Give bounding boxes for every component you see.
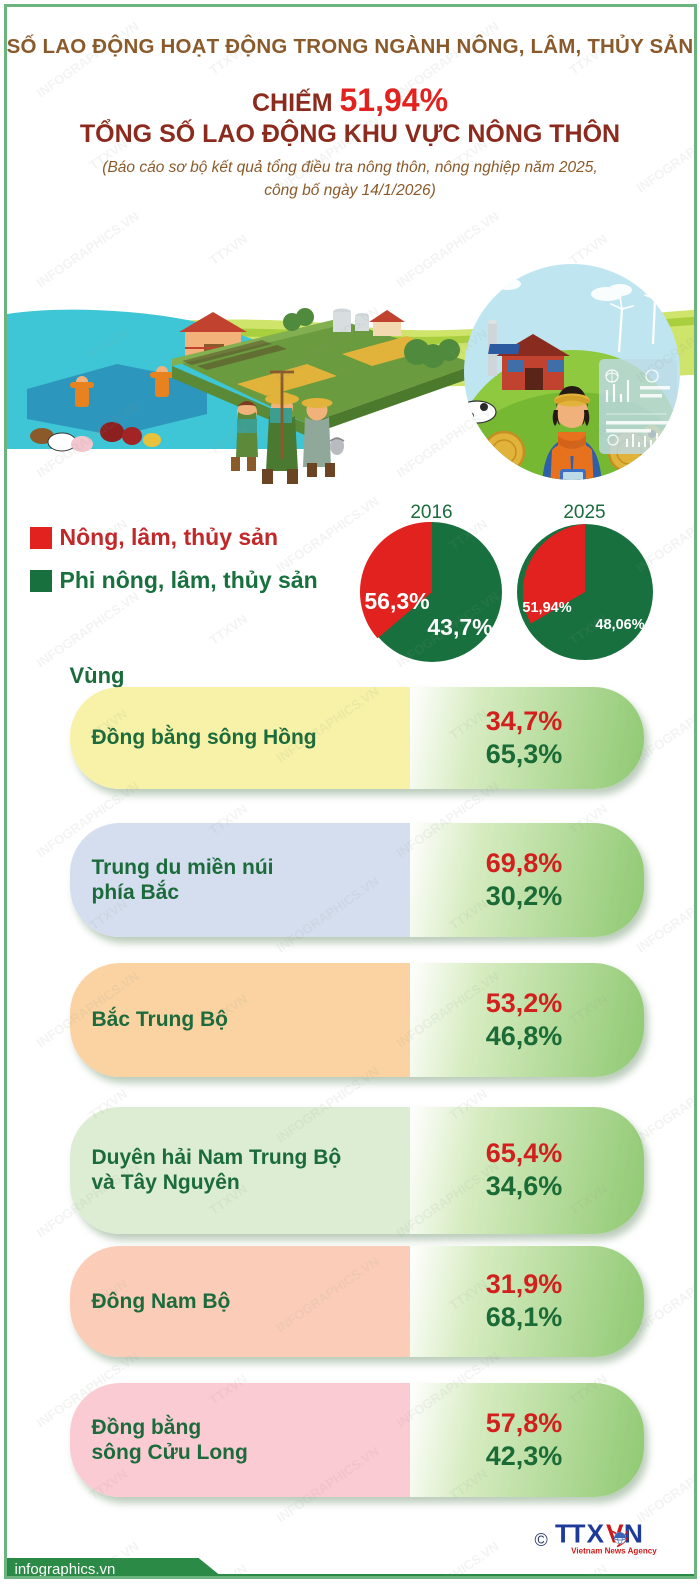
svg-text:X: X [586, 1518, 604, 1548]
svg-text:51,94%: 51,94% [522, 600, 571, 616]
svg-text:56,3%: 56,3% [364, 588, 429, 614]
svg-text:Vietnam News Agency: Vietnam News Agency [571, 1546, 657, 1555]
svg-text:TT: TT [555, 1518, 585, 1548]
svg-text:48,06%: 48,06% [595, 617, 644, 633]
svg-text:43,7%: 43,7% [427, 614, 492, 640]
